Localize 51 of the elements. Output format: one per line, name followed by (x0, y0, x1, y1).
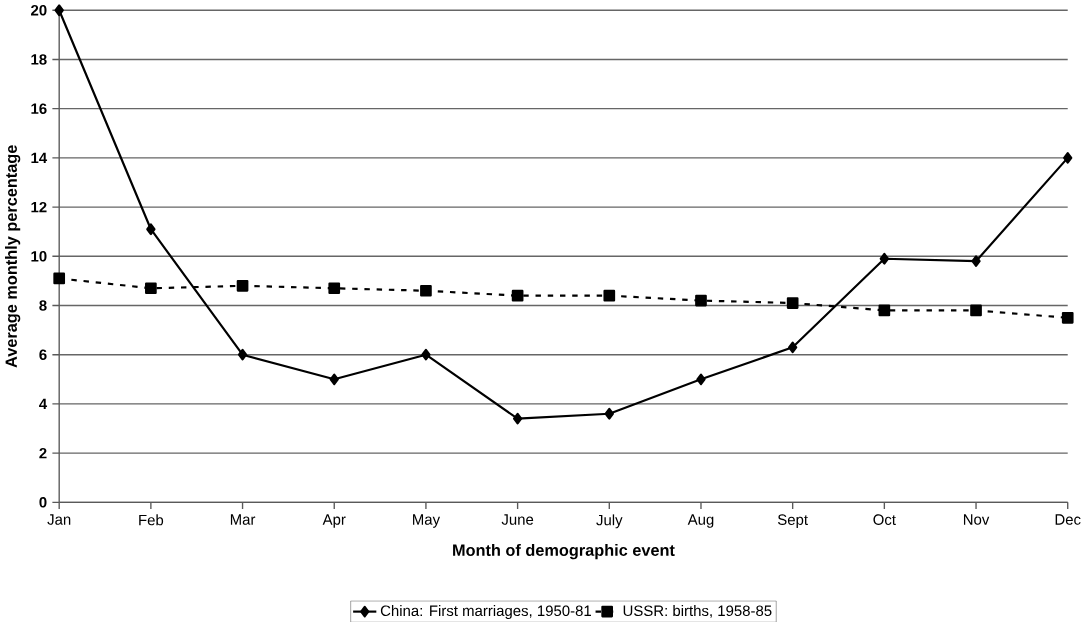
x-tick-label: Sept (777, 514, 808, 528)
point (604, 407, 614, 420)
point (420, 284, 432, 297)
point (421, 348, 431, 361)
y-tick-label: 20 (31, 4, 47, 16)
x-tick-label: Nov (963, 514, 990, 525)
point (971, 255, 981, 267)
x-tick-label: May (413, 514, 441, 528)
point (512, 412, 523, 425)
point (1063, 151, 1073, 164)
point (879, 252, 890, 265)
point (696, 373, 706, 385)
y-tick-label: 12 (31, 201, 47, 213)
x-tick-label: Oct (873, 514, 896, 525)
x-tick-label: Mar (230, 514, 256, 525)
x-tick-label: Dec (1055, 514, 1081, 525)
y-tick-label: 8 (39, 299, 47, 311)
point (603, 289, 616, 302)
y-tick-label: 10 (31, 250, 47, 262)
x-tick-label: Aug (687, 514, 714, 528)
legend-label: China: First marriages, 1950-81 (380, 604, 591, 619)
x-tick-label: Jan (47, 514, 71, 525)
point (53, 272, 66, 285)
point (511, 289, 524, 302)
y-tick-label: 14 (31, 152, 48, 163)
point (328, 282, 341, 294)
point (237, 348, 248, 361)
legend-label: USSR: births, 1958-85 (623, 604, 772, 618)
point (695, 294, 707, 307)
point (236, 279, 249, 292)
y-tick-label: 16 (31, 103, 47, 114)
y-tick-label: 0 (39, 496, 47, 508)
x-axis-title: Month of demographic event (453, 543, 675, 560)
y-tick-label: 4 (39, 398, 48, 409)
y-tick-label: 18 (31, 53, 47, 65)
point (54, 4, 64, 16)
x-tick-label: Feb (139, 514, 164, 526)
x-tick-label: July (596, 514, 623, 529)
y-axis-title: Average monthly percentage (5, 145, 21, 368)
y-tick-label: 2 (39, 447, 47, 459)
point (786, 296, 799, 309)
y-tick-label: 6 (39, 349, 47, 360)
point (145, 282, 157, 294)
point (788, 341, 798, 353)
point (878, 304, 891, 317)
x-tick-label: June (501, 514, 534, 525)
point (970, 304, 982, 317)
x-tick-label: Apr (322, 514, 346, 528)
point (329, 373, 339, 385)
point (146, 223, 156, 235)
point (1061, 311, 1074, 324)
